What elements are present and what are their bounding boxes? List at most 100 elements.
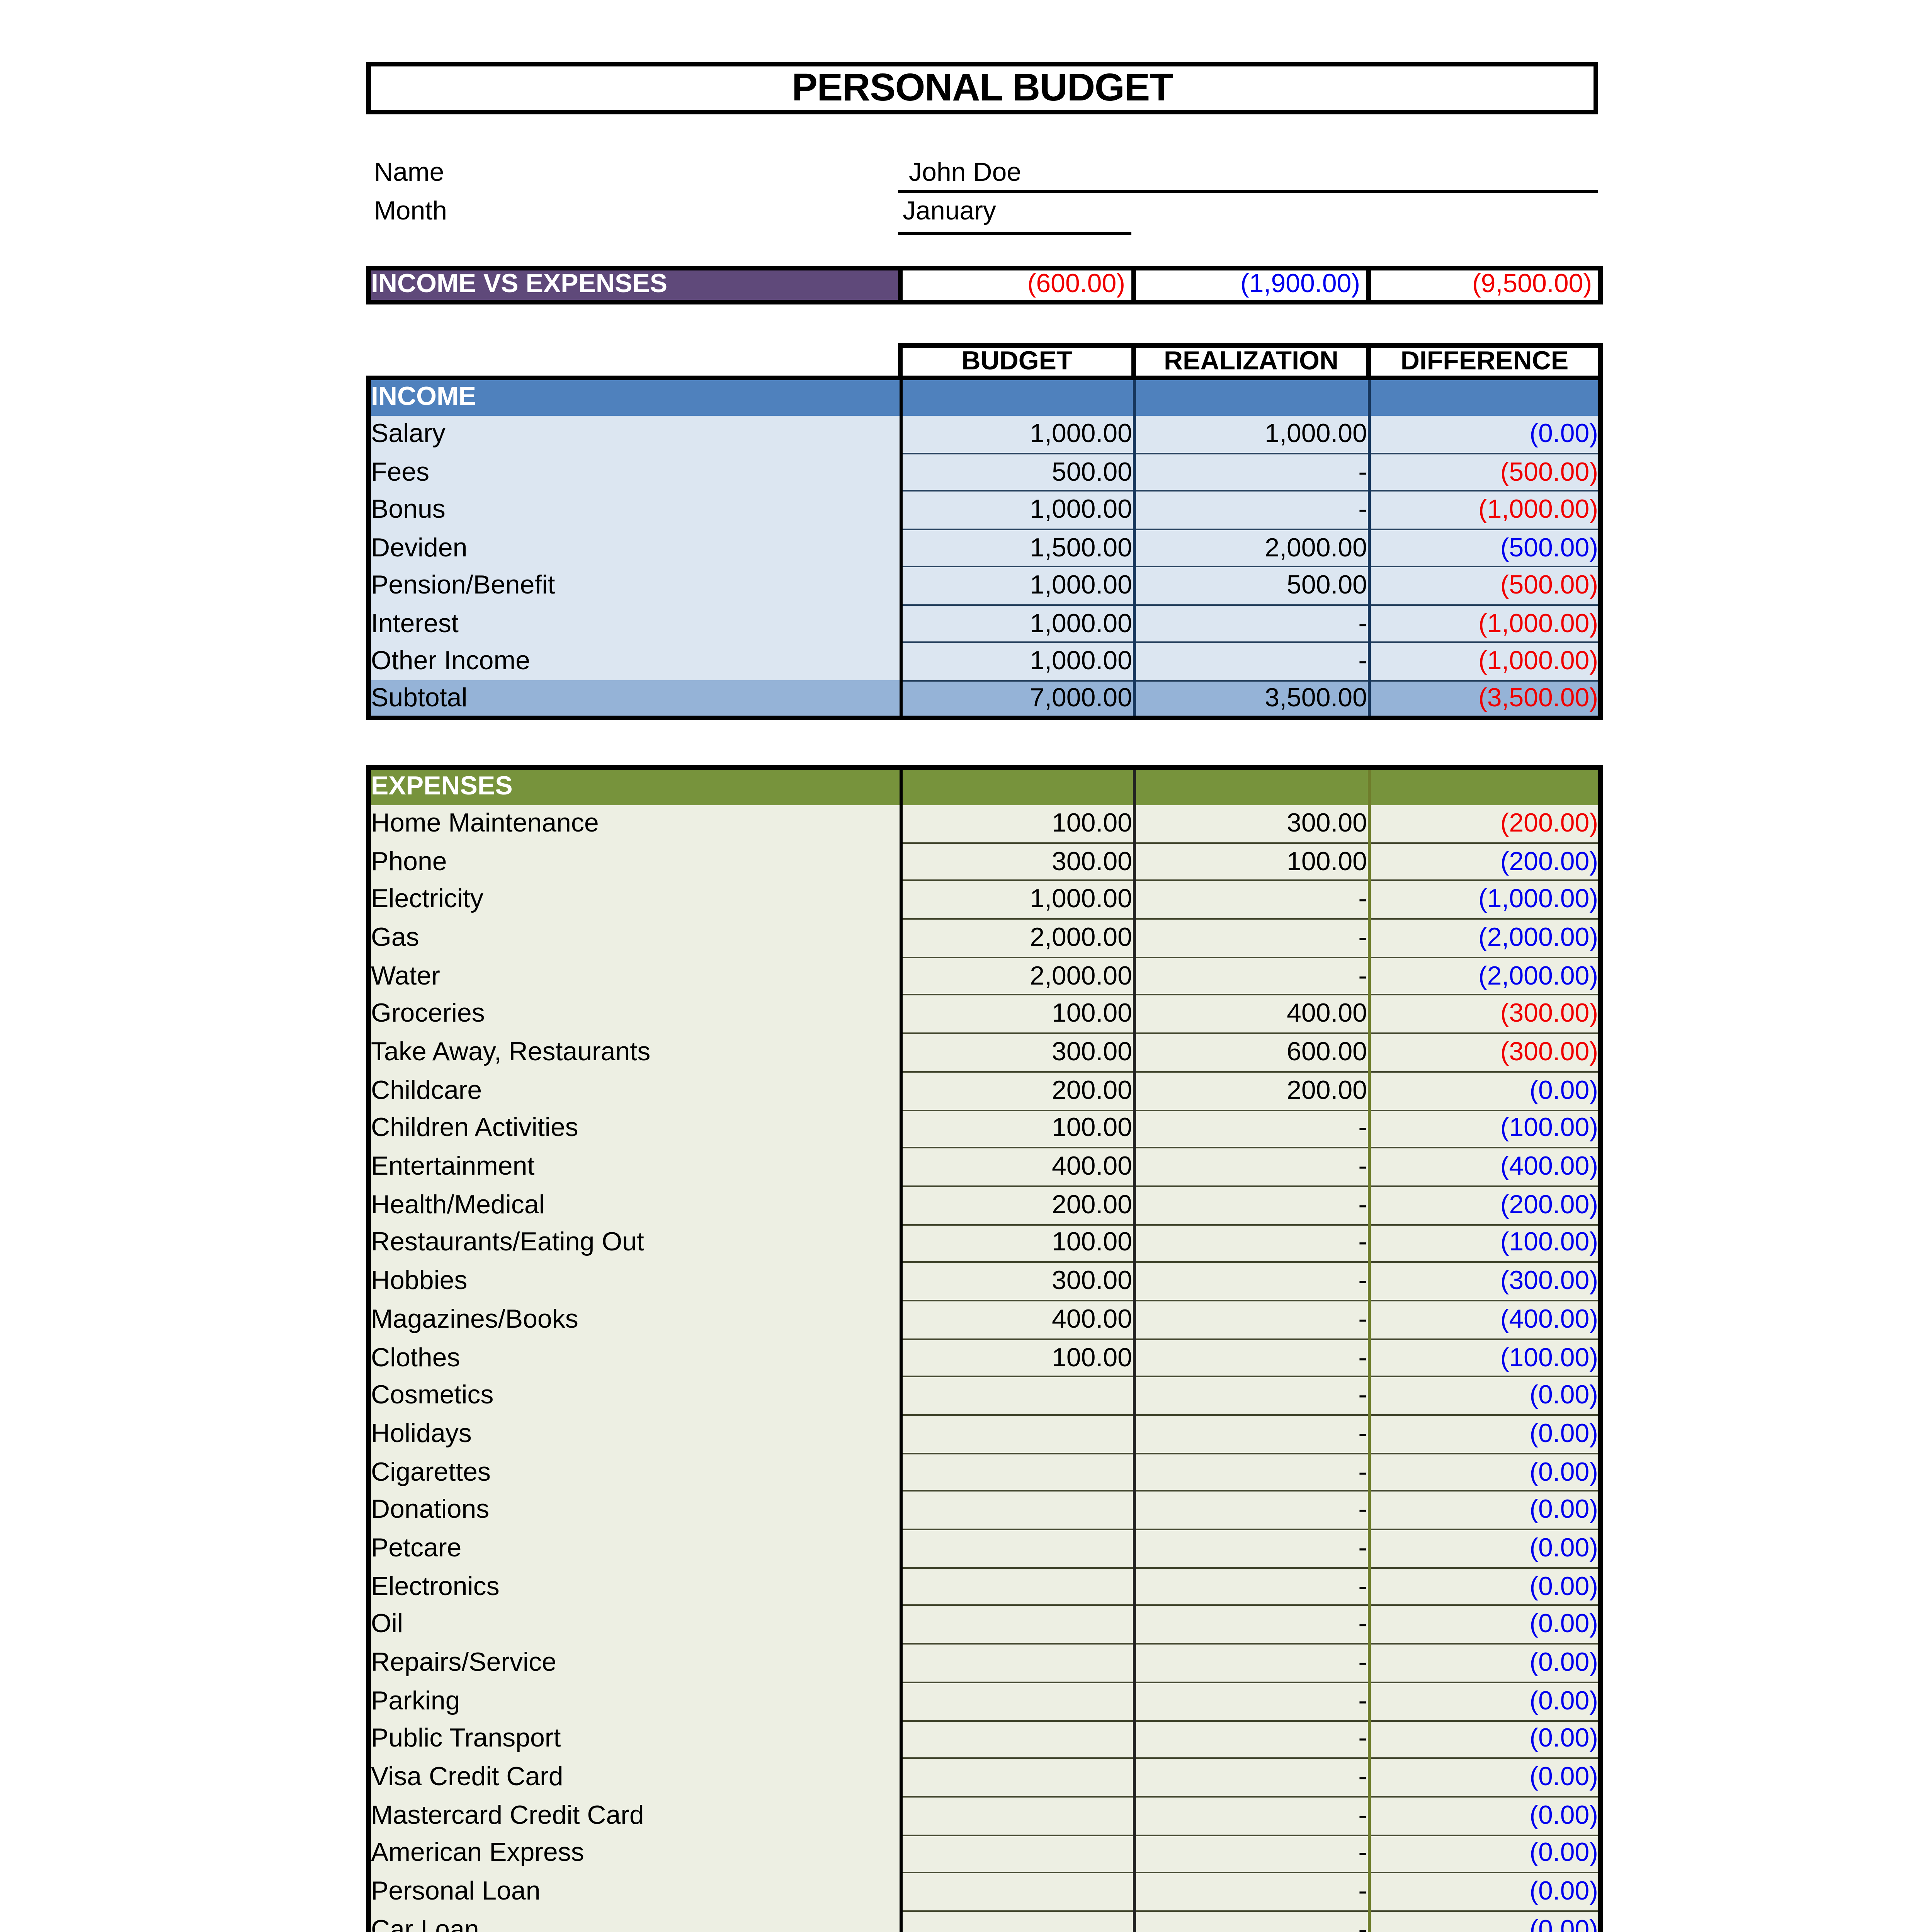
row-budget-cell[interactable] xyxy=(899,1605,1134,1645)
row-budget-cell[interactable]: 400.00 xyxy=(899,1148,1134,1187)
row-label-cell[interactable]: Groceries xyxy=(366,995,900,1034)
row-budget-cell[interactable]: 2,000.00 xyxy=(899,919,1134,958)
row-realization-cell[interactable]: 2,000.00 xyxy=(1132,529,1369,568)
row-difference-cell[interactable]: (0.00) xyxy=(1367,1453,1603,1492)
row-label-cell[interactable]: Visa Credit Card xyxy=(366,1758,900,1797)
row-difference-cell[interactable]: (400.00) xyxy=(1367,1148,1603,1187)
row-label-cell[interactable]: Mastercard Credit Card xyxy=(366,1796,900,1835)
row-realization-cell[interactable]: 200.00 xyxy=(1132,1071,1369,1111)
row-realization-cell[interactable]: - xyxy=(1132,1148,1369,1187)
row-realization-cell[interactable]: - xyxy=(1132,1835,1369,1874)
row-budget-cell[interactable]: 1,000.00 xyxy=(899,415,1134,454)
row-difference-cell[interactable]: (0.00) xyxy=(1367,1605,1603,1645)
row-difference-cell[interactable]: (0.00) xyxy=(1367,1491,1603,1531)
row-realization-cell[interactable]: - xyxy=(1132,1873,1369,1912)
row-realization-cell[interactable]: - xyxy=(1132,1224,1369,1263)
row-label-cell[interactable]: Interest xyxy=(366,605,900,643)
row-difference-cell[interactable]: (0.00) xyxy=(1367,1377,1603,1416)
row-budget-cell[interactable] xyxy=(899,1377,1134,1416)
row-label-cell[interactable]: Donations xyxy=(366,1491,900,1530)
row-difference-cell[interactable]: (0.00) xyxy=(1367,1873,1603,1912)
row-label-cell[interactable]: Water xyxy=(366,957,900,995)
row-difference-cell[interactable]: (2,000.00) xyxy=(1367,957,1603,996)
row-realization-cell[interactable]: - xyxy=(1132,1338,1369,1378)
row-realization-cell[interactable]: - xyxy=(1132,1796,1369,1836)
row-budget-cell[interactable]: 2,000.00 xyxy=(899,957,1134,996)
row-realization-cell[interactable]: - xyxy=(1132,919,1369,958)
row-label-cell[interactable]: Entertainment xyxy=(366,1148,900,1186)
row-budget-cell[interactable] xyxy=(899,1835,1134,1874)
row-realization-cell[interactable]: - xyxy=(1132,1262,1369,1301)
income-subtotal-budget[interactable]: 7,000.00 xyxy=(899,680,1134,721)
row-label-cell[interactable]: Magazines/Books xyxy=(366,1300,900,1339)
row-realization-cell[interactable]: - xyxy=(1132,1415,1369,1454)
row-label-cell[interactable]: Restaurants/Eating Out xyxy=(366,1224,900,1262)
row-budget-cell[interactable] xyxy=(899,1873,1134,1912)
row-budget-cell[interactable]: 200.00 xyxy=(899,1186,1134,1225)
row-realization-cell[interactable]: 1,000.00 xyxy=(1132,415,1369,454)
row-label-cell[interactable]: Oil xyxy=(366,1605,900,1644)
row-realization-cell[interactable]: - xyxy=(1132,1911,1369,1932)
row-realization-cell[interactable]: - xyxy=(1132,1529,1369,1568)
row-difference-cell[interactable]: (200.00) xyxy=(1367,1186,1603,1225)
row-realization-cell[interactable]: - xyxy=(1132,957,1369,996)
row-budget-cell[interactable]: 300.00 xyxy=(899,1262,1134,1301)
row-difference-cell[interactable]: (100.00) xyxy=(1367,1338,1603,1378)
row-difference-cell[interactable]: (1,000.00) xyxy=(1367,881,1603,920)
row-difference-cell[interactable]: (400.00) xyxy=(1367,1300,1603,1340)
row-budget-cell[interactable]: 100.00 xyxy=(899,804,1134,844)
row-budget-cell[interactable]: 1,000.00 xyxy=(899,491,1134,530)
income-subtotal-realization[interactable]: 3,500.00 xyxy=(1132,680,1369,721)
row-difference-cell[interactable]: (500.00) xyxy=(1367,453,1603,492)
row-realization-cell[interactable]: - xyxy=(1132,453,1369,492)
row-realization-cell[interactable]: 600.00 xyxy=(1132,1033,1369,1073)
row-budget-cell[interactable]: 1,500.00 xyxy=(899,529,1134,568)
row-realization-cell[interactable]: - xyxy=(1132,1300,1369,1340)
row-label-cell[interactable]: Repairs/Service xyxy=(366,1644,900,1682)
row-difference-cell[interactable]: (200.00) xyxy=(1367,804,1603,844)
row-budget-cell[interactable] xyxy=(899,1796,1134,1836)
row-budget-cell[interactable] xyxy=(899,1644,1134,1683)
row-difference-cell[interactable]: (1,000.00) xyxy=(1367,605,1603,644)
row-realization-cell[interactable]: - xyxy=(1132,1186,1369,1225)
row-realization-cell[interactable]: - xyxy=(1132,1682,1369,1721)
row-realization-cell[interactable]: 400.00 xyxy=(1132,995,1369,1034)
row-budget-cell[interactable]: 500.00 xyxy=(899,453,1134,492)
row-difference-cell[interactable]: (100.00) xyxy=(1367,1110,1603,1149)
row-difference-cell[interactable]: (500.00) xyxy=(1367,567,1603,606)
row-label-cell[interactable]: Electronics xyxy=(366,1568,900,1606)
row-realization-cell[interactable]: - xyxy=(1132,1377,1369,1416)
row-budget-cell[interactable]: 200.00 xyxy=(899,1071,1134,1111)
row-label-cell[interactable]: Home Maintenance xyxy=(366,804,900,843)
row-difference-cell[interactable]: (300.00) xyxy=(1367,1262,1603,1301)
income-subtotal-difference[interactable]: (3,500.00) xyxy=(1367,680,1603,721)
row-difference-cell[interactable]: (0.00) xyxy=(1367,1835,1603,1874)
row-budget-cell[interactable] xyxy=(899,1453,1134,1492)
row-budget-cell[interactable] xyxy=(899,1491,1134,1531)
row-label-cell[interactable]: Petcare xyxy=(366,1529,900,1568)
row-difference-cell[interactable]: (0.00) xyxy=(1367,1644,1603,1683)
row-realization-cell[interactable]: 500.00 xyxy=(1132,567,1369,606)
row-budget-cell[interactable] xyxy=(899,1720,1134,1759)
row-label-cell[interactable]: Other Income xyxy=(366,643,900,681)
row-realization-cell[interactable]: - xyxy=(1132,1568,1369,1607)
row-realization-cell[interactable]: - xyxy=(1132,1758,1369,1798)
row-difference-cell[interactable]: (300.00) xyxy=(1367,995,1603,1034)
row-difference-cell[interactable]: (300.00) xyxy=(1367,1033,1603,1073)
row-realization-cell[interactable]: - xyxy=(1132,1720,1369,1759)
row-difference-cell[interactable]: (500.00) xyxy=(1367,529,1603,568)
row-label-cell[interactable]: Bonus xyxy=(366,491,900,529)
summary-budget-value[interactable]: (600.00) xyxy=(898,266,1136,304)
row-budget-cell[interactable]: 100.00 xyxy=(899,995,1134,1034)
row-realization-cell[interactable]: - xyxy=(1132,643,1369,682)
row-budget-cell[interactable]: 1,000.00 xyxy=(899,567,1134,606)
row-label-cell[interactable]: Pension/Benefit xyxy=(366,567,900,605)
row-label-cell[interactable]: Fees xyxy=(366,453,900,492)
row-budget-cell[interactable]: 1,000.00 xyxy=(899,643,1134,682)
row-label-cell[interactable]: American Express xyxy=(366,1835,900,1873)
row-label-cell[interactable]: Health/Medical xyxy=(366,1186,900,1225)
row-realization-cell[interactable]: - xyxy=(1132,605,1369,644)
row-label-cell[interactable]: Deviden xyxy=(366,529,900,567)
row-budget-cell[interactable]: 100.00 xyxy=(899,1338,1134,1378)
row-label-cell[interactable]: Holidays xyxy=(366,1415,900,1453)
